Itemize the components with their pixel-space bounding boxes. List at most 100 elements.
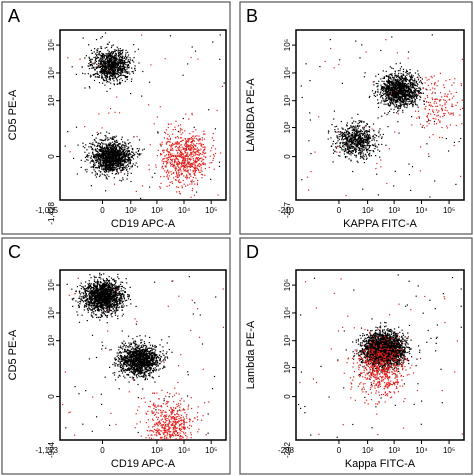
scatter-point (181, 187, 183, 189)
scatter-point (412, 94, 414, 96)
scatter-point (387, 75, 389, 77)
scatter-point (114, 151, 116, 154)
scatter-point (186, 144, 188, 146)
scatter-point (391, 97, 393, 100)
scatter-point (402, 84, 404, 86)
scatter-point (106, 151, 108, 153)
scatter-point (96, 50, 99, 52)
scatter-point (359, 132, 361, 134)
scatter-point (403, 94, 405, 96)
scatter-point (103, 158, 105, 160)
scatter-point (385, 75, 387, 77)
scatter-point (353, 130, 355, 132)
scatter-point (375, 75, 377, 77)
scatter-point (128, 66, 130, 68)
scatter-point (373, 151, 375, 153)
scatter-point (102, 143, 104, 145)
scatter-point (398, 84, 400, 87)
scatter-point (114, 150, 116, 152)
scatter-point (90, 61, 92, 63)
scatter-point (120, 151, 122, 153)
scatter-point (343, 142, 345, 144)
scatter-point (410, 84, 412, 86)
scatter-point (114, 68, 116, 70)
scatter-point (114, 141, 116, 143)
scatter-point (97, 67, 99, 69)
scatter-point (116, 57, 118, 59)
scatter-point (177, 159, 179, 161)
scatter-point (392, 82, 394, 84)
scatter-point (358, 152, 360, 154)
scatter-point (343, 135, 345, 137)
scatter-point (122, 177, 124, 179)
scatter-point (104, 47, 106, 49)
scatter-point (96, 67, 98, 69)
scatter-point (118, 69, 120, 71)
scatter-point (389, 83, 391, 85)
scatter-point (360, 151, 362, 154)
scatter-point (106, 81, 108, 83)
scatter-point (212, 154, 215, 156)
scatter-point (116, 170, 118, 172)
scatter-point (379, 92, 381, 94)
scatter-point (337, 140, 339, 142)
scatter-point (104, 150, 106, 153)
scatter-point (411, 84, 413, 86)
scatter-point (90, 49, 92, 51)
scatter-point (208, 109, 210, 111)
scatter-point (118, 64, 120, 66)
scatter-point (127, 64, 130, 66)
scatter-point (106, 57, 108, 59)
scatter-point (175, 161, 177, 163)
scatter-point (179, 162, 181, 164)
scatter-point (364, 132, 366, 134)
scatter-point (398, 105, 400, 107)
scatter-point (185, 149, 187, 151)
scatter-point (347, 147, 349, 149)
scatter-point (110, 161, 112, 163)
scatter-point (112, 62, 114, 64)
scatter-point (185, 176, 187, 178)
scatter-point (376, 146, 378, 148)
scatter-point (97, 161, 99, 163)
scatter-point (391, 87, 393, 89)
scatter-point (368, 141, 370, 143)
scatter-point (403, 93, 405, 95)
scatter-point (387, 88, 389, 90)
scatter-point (104, 146, 106, 148)
scatter-point (155, 164, 157, 166)
scatter-point (168, 154, 170, 156)
scatter-point (176, 177, 178, 179)
scatter-point (342, 132, 344, 134)
scatter-point (93, 56, 95, 59)
scatter-point (106, 58, 108, 60)
scatter-point (401, 96, 403, 98)
scatter-point (117, 154, 119, 156)
scatter-point (109, 88, 111, 90)
scatter-point (363, 158, 365, 160)
scatter-point (180, 140, 182, 143)
scatter-point (117, 151, 119, 153)
scatter-point (94, 164, 96, 166)
scatter-point (350, 140, 352, 142)
scatter-point (420, 88, 422, 90)
scatter-point (393, 93, 395, 95)
scatter-point (119, 155, 121, 157)
scatter-point (103, 79, 105, 81)
scatter-point (89, 87, 91, 89)
scatter-point (390, 84, 392, 86)
scatter-point (90, 143, 92, 145)
scatter-point (421, 126, 423, 128)
scatter-point (121, 166, 123, 169)
scatter-point (409, 75, 411, 77)
scatter-point (128, 153, 130, 155)
scatter-point (338, 134, 340, 136)
scatter-point (411, 74, 413, 76)
scatter-point (113, 159, 115, 161)
scatter-point (110, 51, 113, 53)
scatter-point (400, 66, 403, 68)
scatter-point (401, 80, 403, 82)
scatter-point (403, 87, 405, 89)
scatter-point (105, 157, 108, 159)
scatter-point (119, 179, 121, 181)
